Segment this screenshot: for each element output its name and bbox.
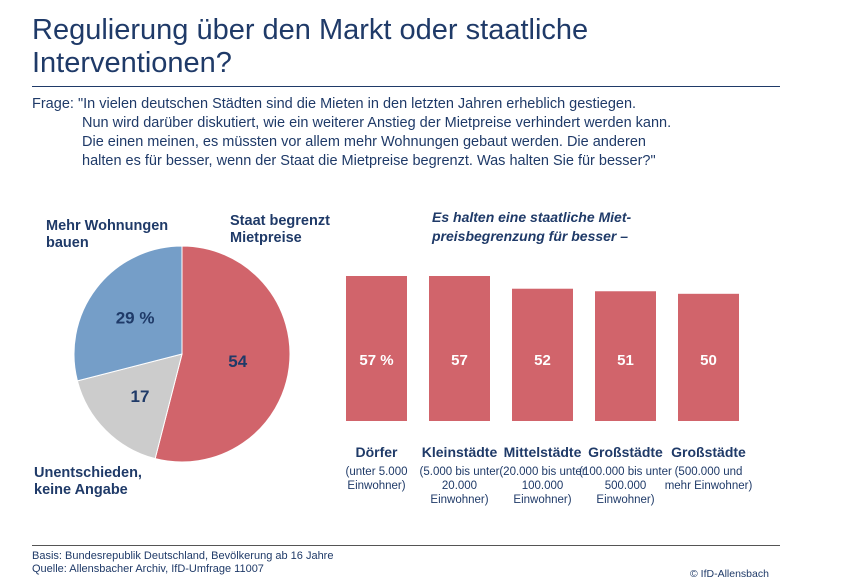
question: Frage: "In vielen deutschen Städten sind… (32, 95, 812, 171)
page-title: Regulierung über den Markt oder staatlic… (32, 14, 589, 79)
footer-source: Quelle: Allensbacher Archiv, IfD-Umfrage… (32, 563, 264, 575)
question-line: "In vielen deutschen Städten sind die Mi… (77, 96, 637, 112)
pie-legend-state-cap: Staat begrenzt Mietpreise (230, 213, 330, 246)
bar (429, 276, 490, 421)
pie-slice (73, 245, 183, 382)
pie-legend-undecided: Unentschieden, keine Angabe (34, 465, 142, 498)
bar-label: 57 (451, 352, 468, 369)
divider (32, 86, 780, 87)
footer-divider (32, 545, 780, 546)
question-line: Die einen meinen, es müssten vor allem m… (82, 134, 646, 150)
bar-chart-title: Es halten eine staatliche Miet- preisbeg… (432, 209, 632, 244)
category-sublabel: (5.000 bis unter 20.000 Einwohner) (419, 466, 500, 506)
footer-basis: Basis: Bundesrepublik Deutschland, Bevöl… (32, 550, 334, 562)
pie-legend-more-housing: Mehr Wohnungen bauen (46, 218, 169, 251)
question-line: Nun wird darüber diskutiert, wie ein wei… (82, 115, 672, 131)
pie-slice (76, 353, 183, 460)
bar-chart: 57 % 57 52 51 50 (346, 276, 739, 421)
bar (678, 293, 739, 421)
pie-slice-label: 29 % (116, 309, 155, 328)
bar (512, 288, 573, 421)
category-label: Großstädte (671, 444, 746, 460)
bar-label: 51 (617, 352, 634, 369)
bar (346, 276, 407, 421)
pie-slice-label: 54 (228, 352, 247, 371)
bar-label: 57 % (359, 352, 393, 369)
category-label: Mittelstädte (503, 444, 582, 460)
category-label: Großstädte (588, 444, 663, 460)
pie-slice-label: 17 (131, 387, 150, 406)
bar-label: 50 (700, 352, 717, 369)
copyright: © IfD-Allensbach (690, 568, 769, 580)
pie-chart: 54 17 29 % (73, 245, 291, 463)
category-sublabel: (20.000 bis unter 100.000 Einwohner) (499, 466, 586, 506)
category-sublabel: (500.000 und mehr Einwohner) (664, 466, 753, 492)
category-label: Dörfer (355, 444, 398, 460)
category-sublabel: (unter 5.000 Einwohner) (345, 466, 408, 492)
category-sublabel: (100.000 bis unter 500.000 Einwohner) (579, 466, 672, 506)
category-label: Kleinstädte (421, 444, 498, 460)
question-line: halten es für besser, wenn der Staat die… (82, 153, 656, 169)
footer: Basis: Bundesrepublik Deutschland, Bevöl… (32, 550, 333, 576)
pie-slice (154, 245, 291, 463)
bar-label: 52 (534, 352, 551, 369)
question-prefix: Frage: (32, 96, 74, 112)
bar (595, 291, 656, 421)
